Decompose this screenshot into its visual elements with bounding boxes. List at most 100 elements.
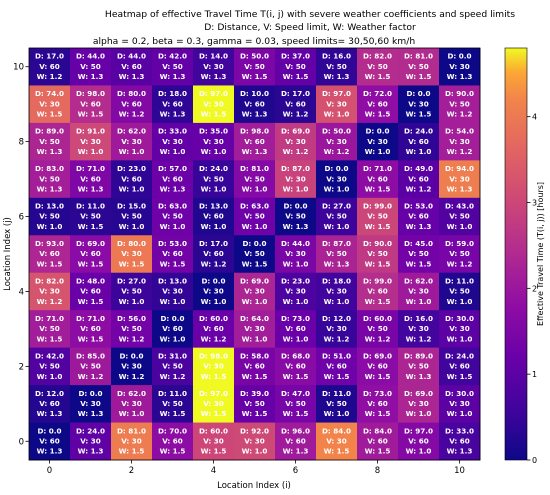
cell-label: W: 1.2	[447, 259, 473, 268]
cell-label: W: 1.3	[283, 222, 309, 231]
cell-label: V: 60	[203, 249, 224, 258]
cell-label: D: 0.0	[119, 351, 143, 360]
heatmap-cell	[234, 310, 276, 349]
cell-label: V: 30	[203, 99, 224, 108]
cell-label: D: 60.0	[363, 314, 392, 323]
cell-label: V: 60	[162, 99, 183, 108]
cell-label: W: 1.2	[406, 184, 432, 193]
cell-label: V: 50	[449, 99, 470, 108]
heatmap-cell	[111, 310, 153, 349]
cell-label: D: 72.0	[363, 89, 392, 98]
cell-label: V: 60	[367, 174, 388, 183]
heatmap-cell	[275, 48, 317, 86]
cell-label: D: 0.0	[324, 164, 348, 173]
cell-label: D: 83.0	[35, 164, 64, 173]
cell-label: V: 50	[244, 212, 265, 221]
cell-label: V: 50	[162, 362, 183, 371]
cell-label: D: 53.0	[404, 202, 433, 211]
cell-label: V: 60	[80, 249, 101, 258]
heatmap-cell	[357, 385, 399, 423]
cell-label: D: 12.0	[35, 389, 64, 398]
cell-label: D: 87.0	[322, 239, 351, 248]
heatmap-cell	[70, 347, 112, 386]
cell-label: V: 60	[80, 99, 101, 108]
cell-label: D: 91.0	[76, 127, 105, 136]
cell-label: W: 1.5	[78, 259, 104, 268]
cell-label: D: 15.0	[117, 202, 146, 211]
cell-label: W: 1.0	[160, 147, 186, 156]
cell-label: V: 60	[367, 399, 388, 408]
cell-label: D: 49.0	[404, 164, 433, 173]
cell-label: V: 30	[162, 137, 183, 146]
cell-label: V: 50	[244, 399, 265, 408]
heatmap-cell	[193, 385, 235, 423]
cell-label: D: 73.0	[363, 389, 392, 398]
heatmap-cell	[316, 122, 358, 161]
cell-label: W: 1.5	[242, 259, 268, 268]
cell-label: W: 1.5	[119, 259, 145, 268]
colorbar	[504, 47, 528, 461]
heatmap-cell	[275, 422, 317, 461]
cell-label: W: 1.5	[365, 372, 391, 381]
cell-label: W: 1.0	[406, 447, 432, 456]
cell-label: D: 27.0	[322, 202, 351, 211]
cell-label: D: 42.0	[158, 52, 187, 61]
cell-label: W: 1.5	[160, 259, 186, 268]
cell-label: D: 90.0	[363, 239, 392, 248]
cell-label: W: 1.3	[37, 409, 63, 418]
cell-label: V: 30	[121, 362, 142, 371]
cell-label: V: 60	[121, 62, 142, 71]
heatmap-cell	[193, 122, 235, 161]
cell-label: W: 1.0	[406, 147, 432, 156]
cell-label: W: 1.2	[406, 334, 432, 343]
cell-label: D: 60.0	[199, 314, 228, 323]
cell-label: V: 30	[80, 399, 101, 408]
heatmap-cell	[29, 85, 71, 124]
heatmap-cell	[357, 122, 399, 161]
cell-label: V: 60	[408, 436, 429, 445]
cell-label: W: 1.0	[160, 297, 186, 306]
cell-label: W: 1.0	[447, 297, 473, 306]
cell-label: W: 1.5	[37, 334, 63, 343]
cell-label: D: 50.0	[322, 127, 351, 136]
cell-label: W: 1.2	[201, 334, 227, 343]
cell-label: D: 71.0	[76, 164, 105, 173]
heatmap-cell	[70, 272, 112, 311]
cell-label: D: 44.0	[76, 52, 105, 61]
cell-label: D: 0.0	[160, 314, 184, 323]
cell-label: V: 60	[367, 362, 388, 371]
cell-label: W: 1.0	[324, 110, 350, 119]
cell-label: V: 50	[162, 399, 183, 408]
heatmap-cell	[70, 48, 112, 86]
cell-label: V: 60	[244, 137, 265, 146]
plot-frame	[28, 47, 481, 461]
cell-label: V: 60	[285, 99, 306, 108]
cell-label: W: 1.0	[324, 297, 350, 306]
cell-label: W: 1.2	[78, 372, 104, 381]
cell-label: V: 60	[39, 436, 60, 445]
cell-label: V: 60	[285, 362, 306, 371]
cell-label: W: 1.5	[324, 447, 350, 456]
cell-label: V: 30	[326, 287, 347, 296]
cell-label: D: 43.0	[445, 202, 474, 211]
cell-label: D: 69.0	[404, 389, 433, 398]
cell-label: D: 70.0	[158, 426, 187, 435]
cell-label: V: 60	[80, 287, 101, 296]
heatmap-cell	[111, 122, 153, 161]
cell-label: V: 50	[80, 212, 101, 221]
cell-label: D: 24.0	[76, 426, 105, 435]
cell-label: D: 59.0	[445, 239, 474, 248]
cell-label: D: 16.0	[322, 52, 351, 61]
heatmap-cell	[70, 422, 112, 461]
cell-label: D: 97.0	[322, 89, 351, 98]
cell-label: W: 1.5	[78, 110, 104, 119]
cell-label: V: 30	[285, 249, 306, 258]
cell-label: W: 1.0	[406, 409, 432, 418]
cell-label: D: 71.0	[76, 314, 105, 323]
heatmap-cell	[111, 197, 153, 236]
heatmap-cell	[152, 347, 194, 386]
cell-label: V: 30	[121, 399, 142, 408]
heatmap-cell	[29, 385, 71, 423]
cell-label: D: 42.0	[35, 351, 64, 360]
